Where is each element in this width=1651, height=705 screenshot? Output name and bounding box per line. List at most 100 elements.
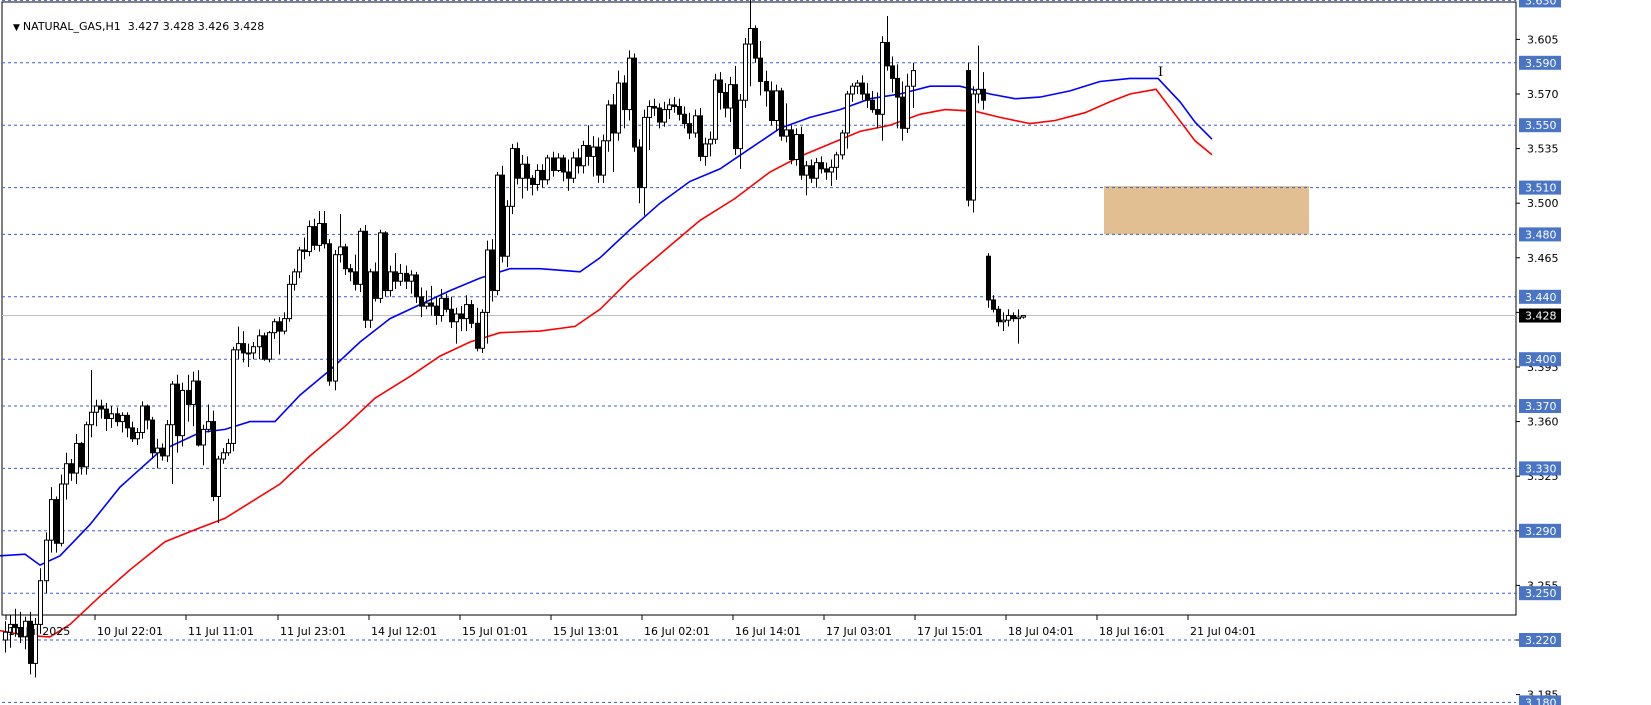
candle-body xyxy=(996,308,1001,323)
candle-body xyxy=(135,432,140,440)
candle-body xyxy=(520,163,525,179)
candle-body xyxy=(779,90,784,137)
level-label-bg xyxy=(1519,55,1561,70)
candle-body xyxy=(870,99,875,111)
level-label-bg xyxy=(1519,118,1561,133)
candle-body xyxy=(733,84,738,150)
candle-body xyxy=(687,123,692,134)
level-label: 3.510 xyxy=(1525,182,1557,195)
candle-body xyxy=(469,304,474,324)
time-axis[interactable]: 10 Jul 2025 10 Jul 22:01 11 Jul 11:01 11 Ju… xyxy=(5,615,1256,638)
candle-body xyxy=(378,232,383,299)
candle-body xyxy=(703,143,708,157)
x-tick-label: 10 Jul 2025 xyxy=(8,625,70,638)
candle-body xyxy=(981,88,986,101)
candle-body xyxy=(753,27,758,59)
candle-body xyxy=(708,138,713,145)
x-tick-label: 11 Jul 11:01 xyxy=(188,625,254,638)
candle-body xyxy=(677,105,682,115)
candle-body xyxy=(606,104,611,142)
level-label: 3.550 xyxy=(1525,119,1557,132)
x-tick-label: 18 Jul 04:01 xyxy=(1008,625,1074,638)
candle-body xyxy=(120,414,125,423)
y-tick-label: 3.535 xyxy=(1527,143,1559,156)
level-label: 3.330 xyxy=(1525,462,1557,475)
candle-body xyxy=(155,447,160,454)
x-tick-label: 16 Jul 02:01 xyxy=(644,625,710,638)
supply-zone xyxy=(1104,186,1309,235)
level-label: 3.480 xyxy=(1525,228,1557,241)
level-label-bg xyxy=(1519,180,1561,195)
candle-body xyxy=(23,620,28,638)
candle-body xyxy=(211,421,216,497)
level-label-bg xyxy=(1519,399,1561,413)
candle-body xyxy=(383,232,388,292)
candle-body xyxy=(900,96,905,129)
candle-body xyxy=(723,91,728,109)
candle-body xyxy=(201,428,206,446)
candle-body xyxy=(748,27,753,45)
candle-body xyxy=(986,255,991,301)
plot-area[interactable] xyxy=(1,1,1517,616)
candle-body xyxy=(109,413,114,419)
candle-body xyxy=(672,104,677,107)
candle-body xyxy=(885,42,890,67)
candle-body xyxy=(566,171,571,179)
zone-rect xyxy=(1104,186,1309,235)
candle-body xyxy=(880,42,885,115)
candle-body xyxy=(165,424,170,457)
level-label-bg xyxy=(1519,695,1561,705)
candle-body xyxy=(312,226,317,246)
y-tick-label: 3.500 xyxy=(1527,197,1559,210)
candle-body xyxy=(789,129,794,161)
candle-body xyxy=(74,442,79,474)
candle-body xyxy=(180,389,185,437)
candle-body xyxy=(49,499,54,541)
candle-body xyxy=(495,174,500,292)
candle-body xyxy=(424,302,429,307)
candle-body xyxy=(627,57,632,111)
candle-body xyxy=(571,157,576,179)
candle-body xyxy=(272,321,277,334)
candle-body xyxy=(530,177,535,185)
candle-body xyxy=(834,154,839,168)
candle-body xyxy=(404,272,409,282)
candle-body xyxy=(743,43,748,101)
candle-body xyxy=(44,539,49,582)
candle-body xyxy=(368,271,373,321)
x-tick-label: 16 Jul 14:01 xyxy=(735,625,801,638)
candle-body xyxy=(59,483,64,544)
candle-body xyxy=(89,411,94,426)
candle-body xyxy=(54,499,59,544)
candle-body xyxy=(860,82,865,95)
candle-body xyxy=(38,580,43,625)
candle-body xyxy=(196,380,201,446)
candle-body xyxy=(728,84,733,109)
candle-body xyxy=(115,413,120,423)
level-label: 3.250 xyxy=(1525,587,1557,600)
level-label: 3.290 xyxy=(1525,525,1557,538)
candle-body xyxy=(774,90,779,122)
candle-body xyxy=(287,283,292,320)
candle-body xyxy=(576,157,581,167)
level-label: 3.400 xyxy=(1525,353,1557,366)
level-label-bg xyxy=(1519,523,1561,538)
candle-body xyxy=(911,70,916,87)
candle-body xyxy=(317,222,322,246)
candle-body xyxy=(475,322,480,349)
candle-body xyxy=(373,271,378,299)
y-tick-label: 3.570 xyxy=(1527,88,1559,101)
candle-body xyxy=(439,297,444,317)
candle-body xyxy=(490,249,495,292)
candle-body xyxy=(794,134,799,161)
triangle-down-icon[interactable]: ▼ xyxy=(13,23,20,33)
candle-body xyxy=(991,299,996,310)
candle-body xyxy=(231,349,236,444)
candle-body xyxy=(353,271,358,285)
candle-body xyxy=(769,90,774,122)
x-tick-label: 14 Jul 12:01 xyxy=(371,625,437,638)
x-tick-label: 18 Jul 16:01 xyxy=(1099,625,1165,638)
level-label: 3.440 xyxy=(1525,291,1557,304)
candle-body xyxy=(18,627,23,638)
